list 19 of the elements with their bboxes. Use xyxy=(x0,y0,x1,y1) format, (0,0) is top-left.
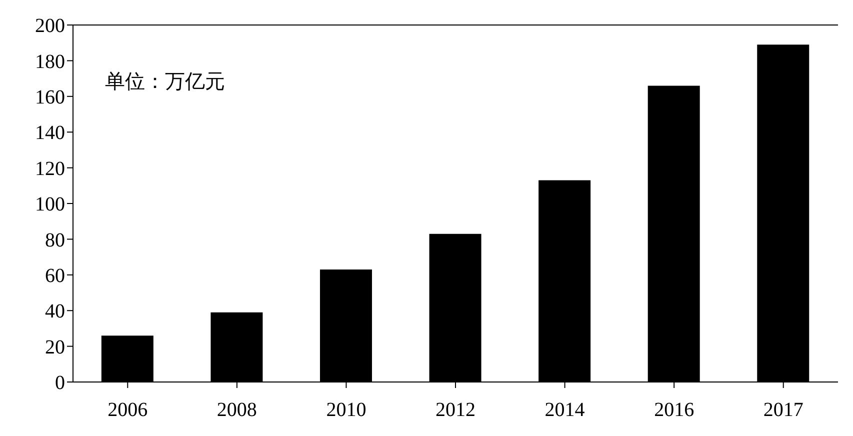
annotation: 单位：万亿元 xyxy=(105,68,225,95)
y-tick-label: 200 xyxy=(35,15,65,38)
x-tick-label: 2017 xyxy=(763,399,804,422)
x-tick-label: 2012 xyxy=(436,399,476,422)
y-tick-label: 160 xyxy=(35,86,65,108)
y-tick-label: 120 xyxy=(35,158,65,180)
y-tick-label: 60 xyxy=(45,265,65,287)
x-tick-label: 2016 xyxy=(654,399,694,422)
y-tick-label: 80 xyxy=(45,229,65,252)
y-tick-label: 180 xyxy=(35,50,65,73)
y-tick-label: 20 xyxy=(45,336,65,358)
x-tick-label: 2008 xyxy=(216,399,257,422)
y-tick-label: 140 xyxy=(35,122,65,144)
y-tick-label: 40 xyxy=(45,300,65,323)
x-tick-label: 2014 xyxy=(544,399,585,422)
x-tick-label: 2006 xyxy=(108,399,148,422)
x-tick-label: 2010 xyxy=(326,399,366,422)
y-tick-label: 0 xyxy=(55,372,65,394)
y-tick-label: 100 xyxy=(35,194,65,216)
